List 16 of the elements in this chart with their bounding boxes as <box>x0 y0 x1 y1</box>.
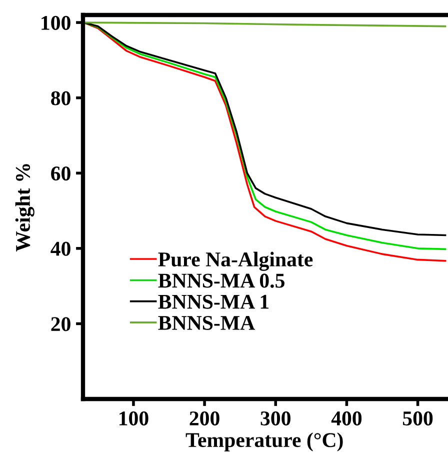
y-tick-label: 100 <box>42 16 70 30</box>
y-tick-label: 60 <box>51 166 70 181</box>
legend-label: Pure Na-Alginate <box>158 252 313 271</box>
legend-label: BNNS-MA 1 <box>158 294 269 309</box>
y-tick-label: 20 <box>51 317 70 332</box>
y-tick-label: 40 <box>50 242 70 256</box>
x-tick-label: 400 <box>331 411 362 426</box>
x-tick-label: 300 <box>260 411 290 426</box>
x-tick-label: 500 <box>402 411 433 426</box>
x-tick-label: 100 <box>120 411 148 426</box>
y-tick-label: 80 <box>51 91 70 106</box>
x-tick-label: 200 <box>190 411 220 426</box>
legend-label: BNNS-MA <box>158 316 255 330</box>
y-axis-title: Weight % <box>15 164 34 252</box>
legend-label: BNNS-MA 0.5 <box>158 274 284 288</box>
x-axis-title: Temperature (°C) <box>186 432 343 452</box>
